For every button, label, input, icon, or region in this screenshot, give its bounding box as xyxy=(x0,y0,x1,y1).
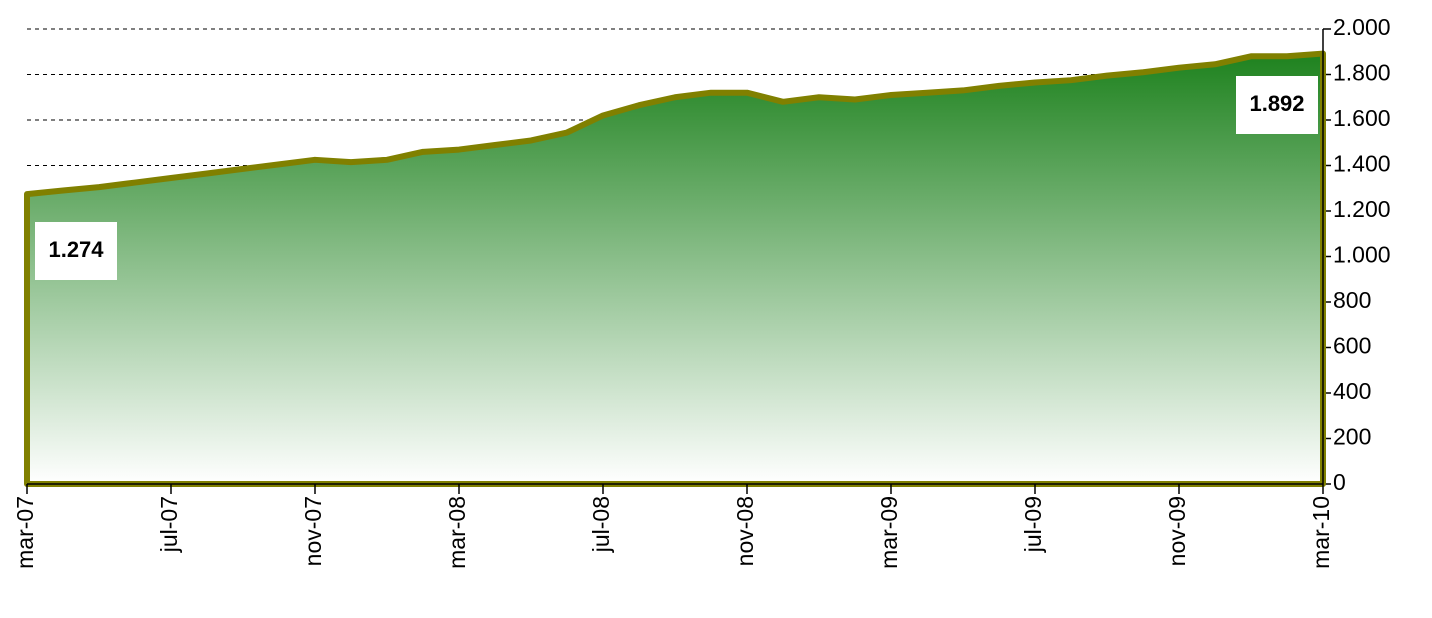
y-tick-label: 200 xyxy=(1333,424,1371,450)
y-tick-label: 1.400 xyxy=(1333,151,1391,177)
x-tick-label: mar-09 xyxy=(876,496,902,569)
x-tick-label: mar-08 xyxy=(444,496,470,569)
data-label-box xyxy=(35,222,117,280)
x-tick-label: nov-07 xyxy=(300,496,326,566)
data-label-box xyxy=(1236,76,1318,134)
x-tick-label: jul-08 xyxy=(588,496,614,553)
y-tick-label: 800 xyxy=(1333,287,1371,313)
x-tick-label: mar-07 xyxy=(12,496,38,569)
data-label: 1.274 xyxy=(48,237,104,262)
y-tick-label: 1.000 xyxy=(1333,242,1391,268)
x-tick-label: nov-09 xyxy=(1164,496,1190,566)
y-tick-label: 2.000 xyxy=(1333,14,1391,40)
y-tick-label: 400 xyxy=(1333,378,1371,404)
y-tick-label: 1.800 xyxy=(1333,60,1391,86)
y-tick-label: 1.600 xyxy=(1333,105,1391,131)
y-tick-label: 600 xyxy=(1333,333,1371,359)
x-tick-label: mar-10 xyxy=(1308,496,1334,569)
x-tick-label: nov-08 xyxy=(732,496,758,566)
y-tick-label: 1.200 xyxy=(1333,196,1391,222)
x-tick-label: jul-07 xyxy=(156,496,182,553)
x-tick-label: jul-09 xyxy=(1020,496,1046,553)
y-tick-label: 0 xyxy=(1333,469,1346,495)
data-label: 1.892 xyxy=(1249,91,1304,116)
area xyxy=(24,50,1326,487)
